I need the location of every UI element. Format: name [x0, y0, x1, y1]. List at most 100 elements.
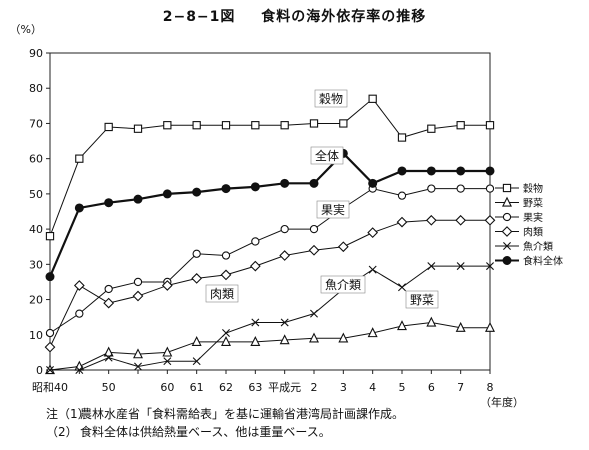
- y-tick-label: 60: [29, 153, 43, 166]
- cross-stroke: [134, 362, 142, 371]
- data-point: [45, 272, 55, 282]
- data-point: [426, 166, 436, 176]
- cross-stroke: [104, 353, 113, 362]
- legend-label: 肉類: [523, 226, 543, 239]
- series-line: [49, 219, 490, 348]
- data-point: [484, 214, 496, 226]
- data-point: [161, 280, 173, 291]
- data-point: [367, 327, 378, 338]
- y-tick-label: 80: [29, 82, 43, 95]
- cross-stroke: [222, 329, 230, 338]
- data-point: [427, 184, 436, 193]
- data-point: [427, 124, 436, 133]
- series-label: 果実: [316, 200, 350, 219]
- data-point: [162, 189, 172, 199]
- x-tick-label: 6: [428, 381, 435, 394]
- data-point: [104, 353, 113, 362]
- data-point: [455, 321, 466, 332]
- data-point: [455, 214, 467, 226]
- data-point: [309, 119, 319, 128]
- data-point: [485, 121, 495, 130]
- series-label: 肉類: [205, 284, 239, 303]
- series-line: [50, 265, 490, 371]
- y-tick-label: 50: [29, 188, 43, 201]
- legend-item: 果実: [495, 211, 543, 224]
- legend-label: 魚介類: [523, 240, 553, 253]
- cross-stroke: [46, 366, 54, 374]
- data-point: [250, 182, 260, 192]
- data-point: [192, 187, 202, 197]
- legend-label: 穀物: [523, 182, 543, 195]
- data-point: [73, 280, 85, 291]
- cross-stroke: [75, 366, 84, 374]
- data-point: [397, 133, 407, 142]
- data-point: [309, 178, 319, 188]
- cross-stroke: [310, 309, 318, 318]
- series-label-box: [405, 290, 439, 309]
- series-label-box: [310, 146, 344, 165]
- cross-stroke: [486, 262, 494, 271]
- x-tick-label: 50: [102, 381, 116, 394]
- series-5: [46, 262, 494, 374]
- series-4: [44, 214, 496, 353]
- cross-stroke: [368, 265, 377, 274]
- x-tick-label: 2: [311, 381, 318, 394]
- data-point: [367, 227, 379, 239]
- legend-marker: [502, 256, 512, 265]
- data-point: [397, 320, 407, 331]
- legend-marker: [502, 196, 512, 207]
- series-6: [45, 148, 495, 282]
- data-point: [44, 341, 56, 353]
- legend-item: 穀物: [495, 182, 543, 195]
- figure-number: 2−8−1図: [162, 9, 236, 25]
- data-point: [103, 297, 115, 309]
- series-label: 全体: [310, 146, 344, 165]
- data-point: [308, 244, 320, 256]
- cross-stroke: [163, 357, 172, 366]
- data-point: [426, 316, 437, 327]
- series-label-box: [205, 284, 239, 303]
- cross-stroke: [503, 242, 511, 250]
- x-tick-label: 7: [457, 381, 464, 394]
- x-tick-label: 4: [369, 381, 376, 394]
- data-point: [396, 216, 408, 228]
- data-point: [132, 290, 144, 302]
- data-point: [310, 309, 318, 318]
- data-point: [251, 318, 260, 327]
- legend-label: 食料全体: [523, 255, 563, 268]
- note-2: （2） 食料全体は供給熱量ベース、他は重量ベース。: [46, 425, 331, 439]
- data-point: [485, 321, 495, 332]
- legend-marker: [502, 212, 512, 222]
- data-point: [280, 178, 290, 188]
- data-point: [133, 277, 143, 287]
- data-point: [309, 332, 319, 343]
- legend-label: 野菜: [523, 198, 543, 210]
- cross-stroke: [251, 318, 260, 327]
- chart-title: 2−8−1図 食料の海外依存率の推移: [0, 6, 589, 26]
- data-point: [485, 184, 495, 193]
- y-tick-label: 10: [29, 329, 43, 342]
- figure-title: 食料の海外依存率の推移: [261, 9, 427, 25]
- legend-item: 食料全体: [495, 255, 563, 268]
- data-point: [103, 346, 114, 357]
- data-point: [75, 309, 84, 318]
- legend-item: 肉類: [495, 226, 543, 239]
- series-line: [48, 151, 490, 278]
- data-point: [133, 194, 143, 204]
- data-point: [397, 191, 407, 200]
- legend-marker: [501, 226, 513, 237]
- cross-stroke: [427, 262, 436, 271]
- series-line: [49, 188, 490, 334]
- data-point: [104, 198, 114, 208]
- notes: 注（1）農林水産省「食料需給表」を基に運輸省港湾局計画課作成。 （2） 食料全体は…: [46, 405, 404, 441]
- data-point: [75, 154, 84, 163]
- series-label-box: [320, 275, 366, 294]
- y-tick-label: 40: [29, 223, 43, 236]
- data-point: [456, 262, 465, 271]
- y-tick-label: 0: [36, 364, 43, 377]
- data-point: [368, 265, 377, 274]
- data-point: [192, 357, 201, 366]
- data-point: [397, 166, 407, 176]
